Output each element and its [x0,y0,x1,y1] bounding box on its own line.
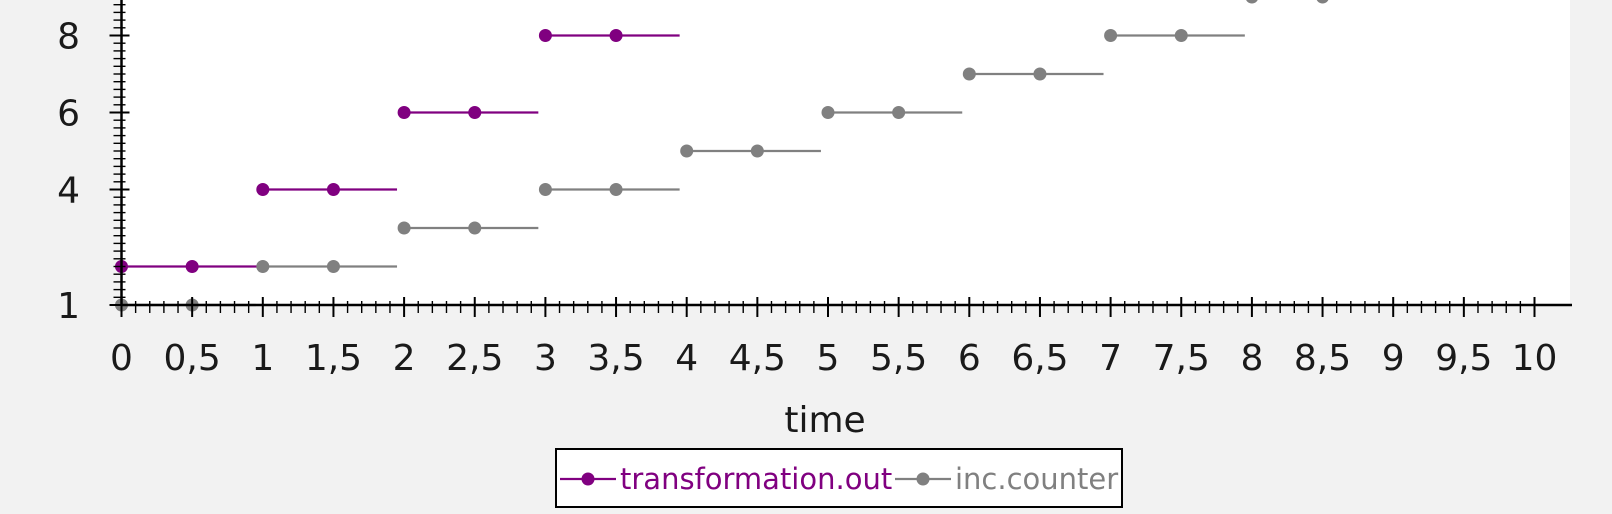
x-tick-label: 2,5 [446,338,503,379]
data-point [962,67,976,81]
data-point [468,106,482,119]
legend-label: transformation.out [620,462,892,496]
data-point [680,144,694,158]
data-point [326,183,340,196]
x-tick-label: 2 [393,338,416,379]
x-tick-label: 6,5 [1011,338,1068,379]
x-tick-label: 3,5 [587,338,644,379]
legend-entry: inc.counter [895,462,1118,496]
x-tick-label: 7 [1099,338,1122,379]
data-point [609,183,623,196]
y-tick-label: 4 [57,171,80,212]
data-point [397,221,411,235]
y-tick-label: 1 [57,286,80,327]
plot-area [120,0,1570,306]
data-point [750,144,764,158]
data-point [1174,29,1188,42]
data-point [892,106,906,119]
x-tick-label: 4,5 [729,338,786,379]
legend-entry: transformation.out [560,462,892,496]
x-tick-label: 0,5 [164,338,221,379]
axes: 0 0,5 1 1,5 2 2,5 3 3,5 4 4,5 5 5,5 6 6,5 7 7,5 8 8,5 9 9,5… [57,0,1572,379]
x-tick-label: 7,5 [1153,338,1210,379]
legend-dot-marker [581,472,595,486]
x-tick-label: 8 [1240,338,1263,379]
x-tick-label: 0 [110,338,133,379]
data-point [185,260,199,273]
data-point [538,29,552,42]
data-point [256,260,270,273]
x-tick-label: 9,5 [1435,338,1492,379]
x-tick-label: 8,5 [1294,338,1351,379]
data-point [1033,67,1047,81]
legend-dot-marker [916,472,930,486]
data-point [1316,0,1329,4]
data-point [538,183,552,196]
x-tick-label: 5,5 [870,338,927,379]
x-tick-label: 5 [817,338,840,379]
x-tick-label: 4 [675,338,698,379]
data-point [256,183,270,196]
x-tick-label: 3 [534,338,557,379]
x-tick-label: 1 [251,338,274,379]
data-point [1246,0,1258,4]
legend-box [555,448,1123,508]
x-tick-label: 6 [958,338,981,379]
x-axis-title: time [784,400,865,441]
y-tick-label: 6 [57,94,80,135]
x-tick-label: 9 [1382,338,1405,379]
legend: transformation.out inc.counter [555,448,1123,508]
x-tick-label: 10 [1512,338,1558,379]
data-point [609,29,623,42]
data-point [326,260,340,273]
data-point [468,221,482,235]
data-point [397,106,411,119]
series-1 [115,29,680,273]
data-point [1104,29,1118,42]
data-point [821,106,835,119]
legend-label: inc.counter [955,462,1118,496]
x-tick-label: 1,5 [305,338,362,379]
y-tick-label: 8 [57,17,80,58]
